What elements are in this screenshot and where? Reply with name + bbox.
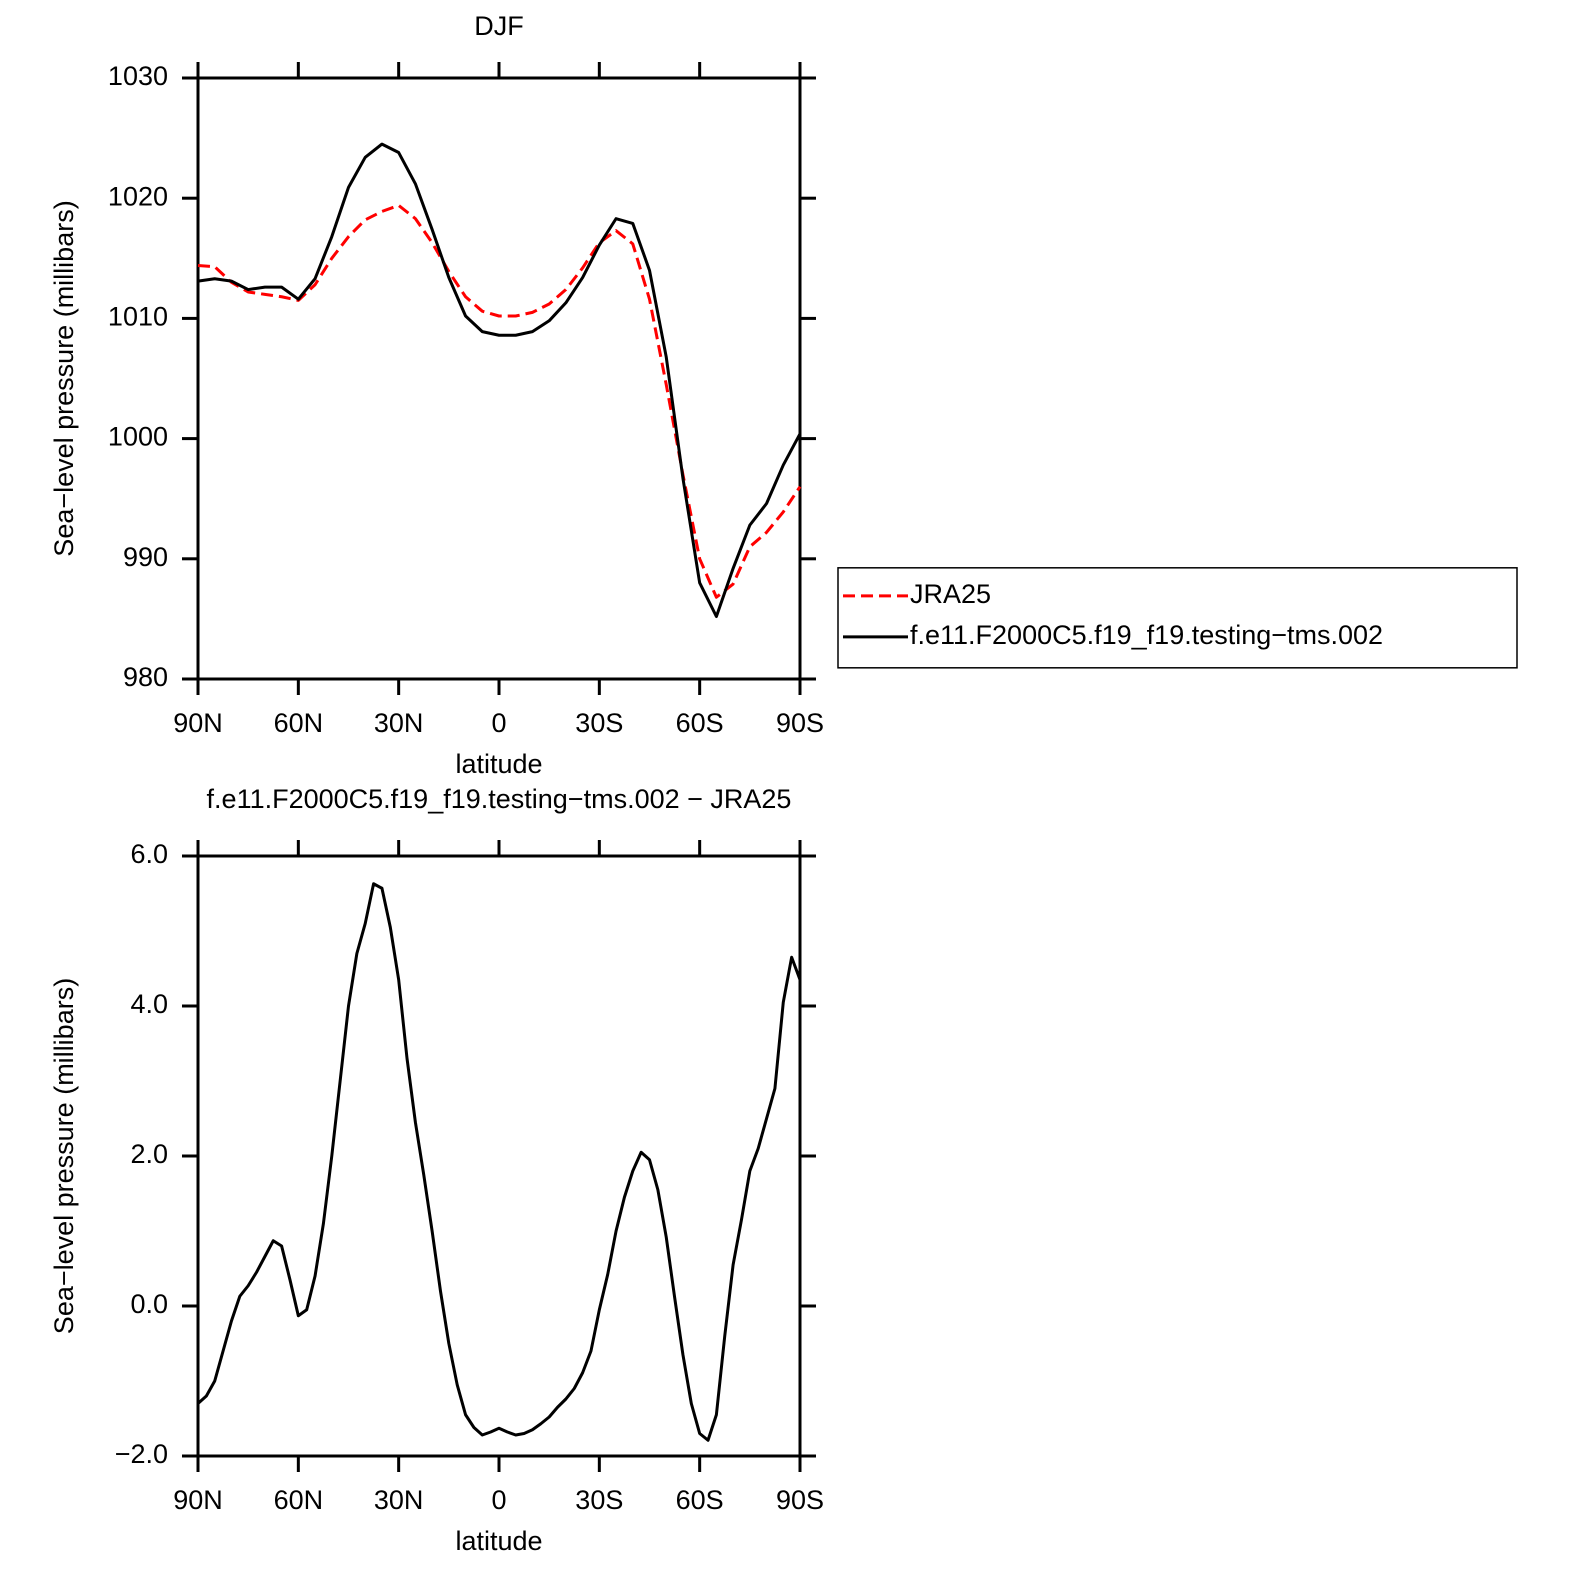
data-line [197, 142, 802, 618]
x-tick-label: 60S [676, 1485, 724, 1515]
data-line [197, 203, 802, 599]
x-tick-label: 90N [173, 1485, 223, 1515]
y-tick-label: −2.0 [115, 1439, 168, 1469]
legend-label: f.e11.F2000C5.f19_f19.testing−tms.002 [910, 620, 1383, 650]
chart-title: DJF [474, 11, 524, 41]
chart-title: f.e11.F2000C5.f19_f19.testing−tms.002 − … [207, 784, 792, 814]
y-tick-label: 4.0 [130, 989, 168, 1019]
x-tick-label: 60N [274, 708, 324, 738]
x-tick-label: 30N [374, 708, 424, 738]
x-axis-label: latitude [455, 749, 542, 779]
y-axis-label: Sea−level pressure (millibars) [49, 200, 79, 556]
y-tick-label: 1030 [108, 61, 168, 91]
x-tick-label: 90S [776, 708, 824, 738]
x-tick-label: 0 [491, 708, 506, 738]
y-tick-label: 980 [123, 662, 168, 692]
x-axis-label: latitude [455, 1526, 542, 1556]
y-tick-label: 6.0 [130, 839, 168, 869]
y-tick-label: 990 [123, 542, 168, 572]
x-tick-label: 60S [676, 708, 724, 738]
data-line [196, 882, 802, 1442]
x-tick-label: 0 [491, 1485, 506, 1515]
legend-label: JRA25 [910, 579, 991, 609]
plot-frame [196, 76, 802, 681]
x-tick-label: 60N [274, 1485, 324, 1515]
y-axis-label: Sea−level pressure (millibars) [49, 978, 79, 1334]
x-tick-label: 30S [575, 708, 623, 738]
y-tick-label: 2.0 [130, 1139, 168, 1169]
y-tick-label: 1020 [108, 181, 168, 211]
x-tick-label: 30N [374, 1485, 424, 1515]
x-tick-label: 30S [575, 1485, 623, 1515]
x-tick-label: 90N [173, 708, 223, 738]
x-tick-label: 90S [776, 1485, 824, 1515]
y-tick-label: 1000 [108, 422, 168, 452]
y-tick-label: 0.0 [130, 1289, 168, 1319]
legend-box [837, 567, 1518, 669]
y-tick-label: 1010 [108, 302, 168, 332]
plot-frame [196, 854, 802, 1458]
